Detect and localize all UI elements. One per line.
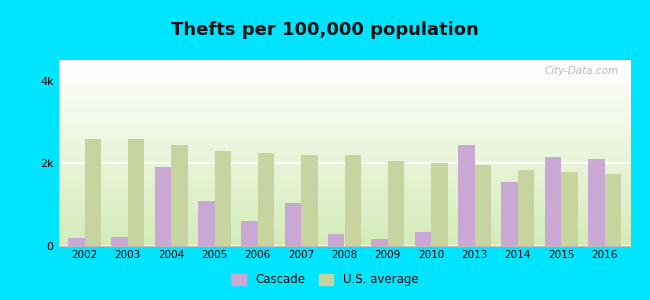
Bar [604, 174, 621, 246]
Bar [258, 153, 274, 246]
Bar [501, 182, 518, 246]
Bar [171, 145, 188, 246]
Bar [84, 139, 101, 246]
Bar [128, 139, 144, 246]
Bar [561, 172, 578, 246]
Bar [301, 155, 318, 246]
Text: City-Data.com: City-Data.com [545, 66, 619, 76]
Bar [545, 157, 561, 246]
Bar [328, 234, 344, 246]
Bar [198, 200, 214, 246]
Bar [474, 165, 491, 246]
Bar [415, 232, 431, 246]
Bar [458, 145, 474, 246]
Bar [371, 238, 388, 246]
Bar [388, 161, 404, 246]
Bar [344, 155, 361, 246]
Bar [111, 237, 128, 246]
Bar [285, 202, 301, 246]
Bar [155, 167, 171, 246]
Bar [431, 163, 448, 246]
Bar [588, 159, 604, 246]
Bar [518, 169, 534, 246]
Legend: Cascade, U.S. average: Cascade, U.S. average [227, 269, 423, 291]
Bar [68, 238, 84, 246]
Text: Thefts per 100,000 population: Thefts per 100,000 population [171, 21, 479, 39]
Bar [241, 221, 258, 246]
Bar [214, 151, 231, 246]
